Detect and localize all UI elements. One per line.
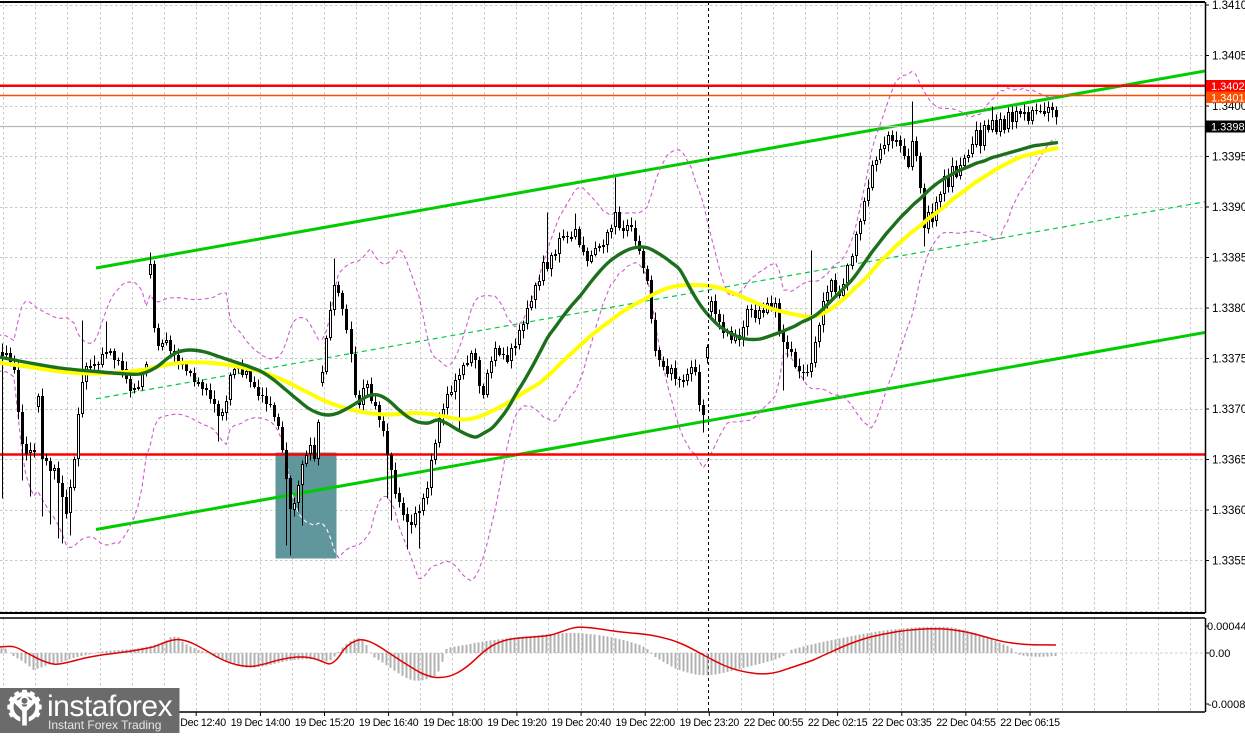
svg-text:22 Dec 04:55: 22 Dec 04:55 <box>936 717 996 729</box>
svg-text:19 Dec 15:20: 19 Dec 15:20 <box>295 717 355 729</box>
svg-text:1.3365: 1.3365 <box>1212 455 1245 467</box>
svg-text:19 Dec 14:00: 19 Dec 14:00 <box>231 717 291 729</box>
svg-text:19 Dec 18:00: 19 Dec 18:00 <box>423 717 483 729</box>
svg-text:-0.0008: -0.0008 <box>1208 699 1245 711</box>
svg-text:19 Dec 12:40: 19 Dec 12:40 <box>166 717 226 729</box>
svg-text:19 Dec 20:40: 19 Dec 20:40 <box>551 717 611 729</box>
svg-text:1.3395: 1.3395 <box>1212 152 1245 164</box>
svg-text:19 Dec 22:00: 19 Dec 22:00 <box>615 717 675 729</box>
svg-text:1.3360: 1.3360 <box>1212 505 1245 517</box>
svg-text:instaforex: instaforex <box>47 690 173 723</box>
svg-text:22 Dec 00:55: 22 Dec 00:55 <box>744 717 804 729</box>
svg-text:1.3380: 1.3380 <box>1212 303 1245 315</box>
svg-text:1.3390: 1.3390 <box>1212 202 1245 214</box>
svg-text:1.3370: 1.3370 <box>1212 404 1245 416</box>
svg-text:1.3401: 1.3401 <box>1211 92 1245 104</box>
svg-text:1.3375: 1.3375 <box>1212 354 1245 366</box>
svg-text:0.00044: 0.00044 <box>1207 621 1245 633</box>
svg-text:1.3385: 1.3385 <box>1212 253 1245 265</box>
svg-text:Instant Forex Trading: Instant Forex Trading <box>48 718 161 732</box>
svg-text:22 Dec 02:15: 22 Dec 02:15 <box>808 717 868 729</box>
svg-text:1.3400: 1.3400 <box>1212 101 1245 113</box>
svg-text:1.3402: 1.3402 <box>1211 81 1245 93</box>
svg-text:1.3355: 1.3355 <box>1212 556 1245 568</box>
svg-text:19 Dec 19:20: 19 Dec 19:20 <box>487 717 547 729</box>
svg-text:22 Dec 03:35: 22 Dec 03:35 <box>872 717 932 729</box>
svg-text:19 Dec 23:20: 19 Dec 23:20 <box>680 717 740 729</box>
svg-text:22 Dec 06:15: 22 Dec 06:15 <box>1000 717 1060 729</box>
svg-text:1.3398: 1.3398 <box>1211 122 1245 134</box>
svg-text:1.3410: 1.3410 <box>1212 0 1245 12</box>
svg-text:0.00: 0.00 <box>1209 648 1230 660</box>
svg-text:19 Dec 16:40: 19 Dec 16:40 <box>359 717 419 729</box>
svg-text:1.3405: 1.3405 <box>1212 51 1245 63</box>
